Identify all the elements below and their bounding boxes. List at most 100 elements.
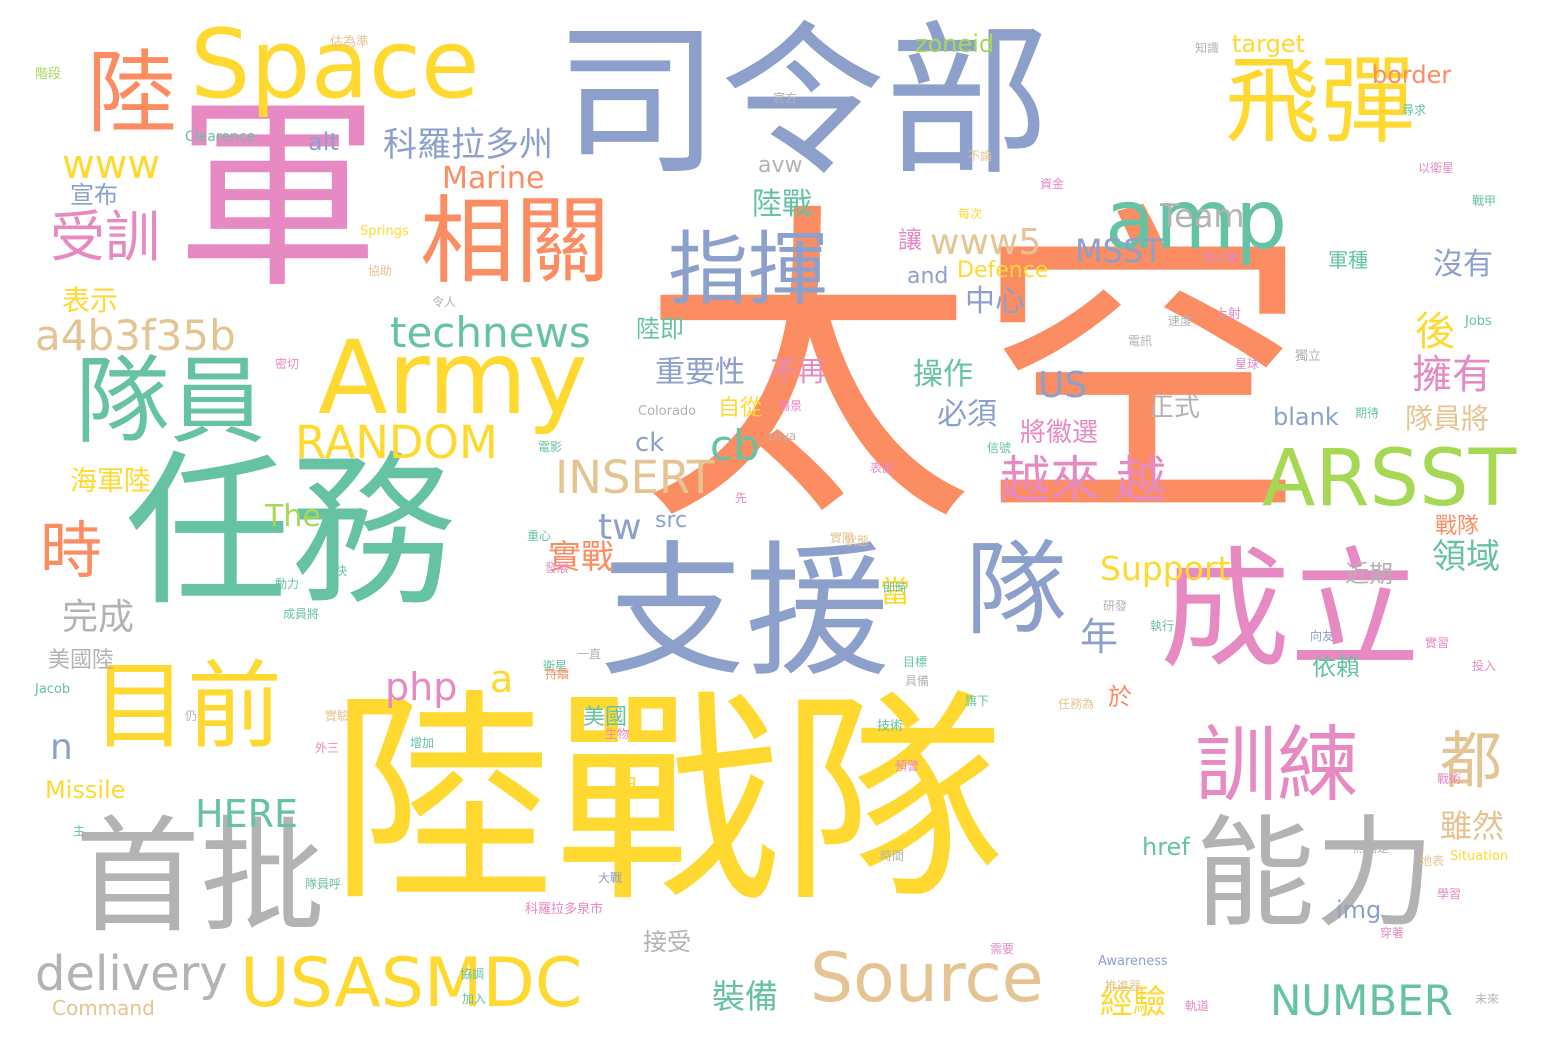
cloud-word: Marine bbox=[442, 161, 545, 196]
cloud-word: 速度 bbox=[1168, 314, 1193, 328]
cloud-word: 無論是 bbox=[1353, 841, 1390, 855]
cloud-word: 擁有 bbox=[1412, 352, 1492, 398]
cloud-word: 推進器 bbox=[1105, 979, 1142, 993]
cloud-word: ck bbox=[635, 428, 665, 458]
cloud-word: INSERT bbox=[555, 451, 715, 504]
cloud-word: Army bbox=[318, 319, 588, 438]
cloud-word: 即時 bbox=[883, 581, 908, 595]
cloud-word: 美國 bbox=[583, 705, 628, 730]
cloud-word: www bbox=[62, 142, 161, 188]
cloud-word: Jacob bbox=[35, 682, 71, 697]
cloud-word: tw bbox=[598, 507, 642, 548]
cloud-word: 尋求 bbox=[1402, 103, 1427, 117]
cloud-word: 相關 bbox=[420, 187, 611, 297]
cloud-word: 陸即 bbox=[636, 315, 684, 343]
cloud-word: 地表 bbox=[1420, 854, 1445, 868]
cloud-word: n bbox=[50, 727, 73, 768]
cloud-word: 當 bbox=[880, 575, 910, 610]
cloud-word: 主 bbox=[73, 824, 86, 838]
cloud-word: target bbox=[1232, 30, 1305, 58]
cloud-word: 協助 bbox=[368, 264, 393, 278]
cloud-word: 電訊 bbox=[1128, 334, 1153, 348]
cloud-word: 軍種 bbox=[1328, 248, 1368, 272]
cloud-word: 任務為 bbox=[1058, 697, 1095, 711]
cloud-word: 完成 bbox=[62, 597, 135, 638]
cloud-word: zoneid bbox=[915, 30, 995, 58]
cloud-word: border bbox=[1372, 61, 1452, 89]
cloud-word: ARSST bbox=[1262, 434, 1517, 524]
cloud-word: 令人 bbox=[432, 295, 457, 309]
cloud-word: The bbox=[265, 499, 321, 534]
cloud-word: 支援 bbox=[600, 528, 890, 697]
cloud-word: 領域 bbox=[1432, 537, 1500, 577]
cloud-word: 執行 bbox=[1150, 619, 1175, 633]
cloud-word: Loya bbox=[768, 429, 797, 443]
cloud-word: 中心 bbox=[965, 284, 1025, 319]
cloud-word: 於 bbox=[1108, 683, 1132, 711]
cloud-word: 官方 bbox=[773, 91, 798, 105]
cloud-word: 未來 bbox=[1475, 992, 1500, 1006]
cloud-word: 首批 bbox=[75, 805, 325, 950]
cloud-word: 年 bbox=[1080, 615, 1119, 659]
cloud-word: 雖然 bbox=[1440, 807, 1505, 845]
cloud-word: 電影 bbox=[538, 440, 563, 454]
cloud-word: 隊員呼 bbox=[305, 877, 342, 891]
cloud-word: 需要 bbox=[990, 942, 1015, 956]
cloud-word: 太空 bbox=[640, 177, 1310, 567]
cloud-word: Team bbox=[1160, 197, 1245, 235]
cloud-word: Awareness bbox=[1098, 954, 1168, 969]
cloud-word: 陸戰 bbox=[752, 187, 812, 222]
cloud-word: 裝備 bbox=[712, 977, 778, 1016]
cloud-word: 陸 bbox=[71, 45, 176, 135]
cloud-word: 技術 bbox=[877, 719, 904, 734]
cloud-word: 訓練 bbox=[1195, 718, 1360, 813]
cloud-word: 月 bbox=[617, 776, 640, 801]
cloud-word: 都 bbox=[1440, 724, 1503, 797]
cloud-word: Situation bbox=[1450, 849, 1509, 864]
cloud-word: 經驗 bbox=[1100, 982, 1166, 1021]
cloud-word: 加入 bbox=[462, 992, 487, 1006]
cloud-word: 每次 bbox=[958, 207, 983, 221]
cloud-word: 表示 bbox=[62, 284, 119, 317]
cloud-word: Support bbox=[1100, 549, 1231, 588]
cloud-word: 穿著 bbox=[1380, 926, 1405, 940]
cloud-word: a4b3f35b bbox=[35, 311, 236, 360]
cloud-word: HERE bbox=[195, 792, 298, 836]
cloud-word: 動力 bbox=[275, 577, 300, 591]
cloud-word: Springs bbox=[360, 224, 409, 239]
cloud-word: 大戰 bbox=[598, 871, 623, 885]
cloud-word: 不再 bbox=[770, 355, 827, 388]
cloud-word: img bbox=[1336, 896, 1382, 924]
cloud-word: 實戰 bbox=[548, 537, 614, 576]
cloud-word: 目前 bbox=[92, 652, 283, 762]
cloud-word: 學習 bbox=[1437, 887, 1462, 901]
cloud-word: and bbox=[907, 264, 949, 289]
cloud-word: USASMDC bbox=[240, 944, 583, 1023]
cloud-word: 不論 bbox=[968, 149, 993, 163]
cloud-word: 持續 bbox=[545, 667, 570, 681]
cloud-word: 陸戰隊 bbox=[330, 671, 1005, 933]
cloud-word: 以衛星 bbox=[1418, 161, 1455, 175]
cloud-word: 戰術 bbox=[1437, 772, 1462, 786]
cloud-word: 協調 bbox=[460, 967, 485, 981]
cloud-word: 外三 bbox=[315, 741, 340, 755]
cloud-word: 依賴 bbox=[1312, 653, 1360, 681]
cloud-word: a bbox=[490, 657, 514, 701]
cloud-word: 知識 bbox=[1195, 41, 1220, 55]
cloud-word: php bbox=[385, 665, 458, 709]
cloud-word: MSST bbox=[1075, 232, 1163, 270]
cloud-word: Missile bbox=[45, 776, 126, 804]
cloud-word: 一直 bbox=[577, 647, 602, 661]
cloud-word: 具備 bbox=[905, 674, 930, 688]
cloud-word: cb bbox=[710, 421, 760, 470]
cloud-word: technews bbox=[390, 308, 591, 357]
cloud-word: 實習 bbox=[1425, 636, 1450, 650]
cloud-word: 向友 bbox=[1310, 629, 1335, 643]
cloud-word: NUMBER bbox=[1270, 976, 1453, 1025]
cloud-word: Command bbox=[52, 996, 155, 1020]
cloud-word: 接受 bbox=[643, 928, 691, 956]
cloud-word: 隊員將 bbox=[1405, 402, 1490, 435]
cloud-word: 成立 bbox=[1160, 534, 1421, 686]
cloud-word: 讓 bbox=[898, 226, 922, 254]
